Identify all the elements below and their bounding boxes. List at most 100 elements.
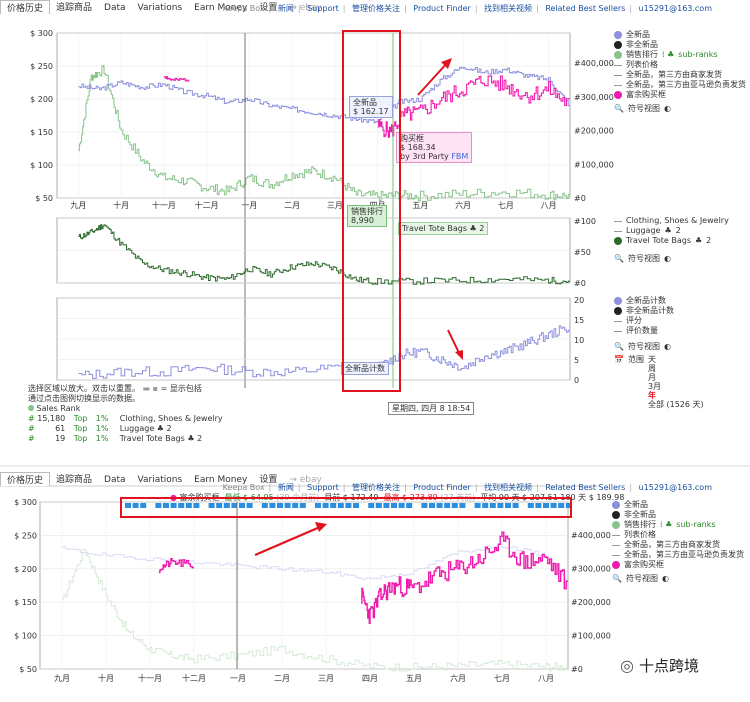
tab-variations[interactable]: Variations	[137, 3, 183, 13]
second-buybox-line	[361, 531, 568, 624]
second-chart-y-tick-label: $ 150	[14, 598, 37, 607]
link-videos[interactable]: 找到相关视频	[484, 4, 533, 13]
availability-mark	[132, 503, 139, 508]
legend-used[interactable]: 非全新品	[614, 40, 746, 50]
legend-rating[interactable]: 评分	[614, 316, 704, 326]
legend-luggage[interactable]: Luggage ♣ 2	[614, 226, 729, 236]
link-product-finder[interactable]: Product Finder	[413, 4, 471, 13]
link-keepa-box-2[interactable]: Keepa Box	[222, 483, 265, 492]
range-day[interactable]: 天	[647, 355, 656, 364]
legend2-list-price[interactable]: 列表价格	[612, 530, 744, 540]
range-all[interactable]: 全部 (1526 天)	[647, 400, 704, 409]
top-chart-x-tick-label: 一月	[241, 201, 257, 210]
link-news-2[interactable]: 新闻	[277, 483, 294, 492]
ebay-link[interactable]: → ebay	[289, 3, 322, 13]
availability-mark	[421, 503, 428, 508]
legend2-buybox[interactable]: 富余购买框	[612, 560, 744, 570]
top-chart-x-tick-label: 六月	[455, 200, 471, 210]
tooltip-buybox: 购买框 $ 168.34 by 3rd Party FBM	[396, 132, 473, 163]
top-chart-x-tick-label: 二月	[284, 201, 300, 210]
user-email-2[interactable]: u15291@163.com	[638, 483, 712, 492]
user-email[interactable]: u15291@163.com	[638, 4, 712, 13]
legend-new-count[interactable]: 全新品计数	[614, 296, 704, 306]
legend-fba[interactable]: 全新品，第三方由亚马逊负责发货	[614, 80, 746, 90]
symbol-view-toggle-3[interactable]: 🔍 符号视图 ◐	[614, 342, 671, 351]
range-week[interactable]: 周	[647, 364, 656, 373]
tab-price-history[interactable]: 价格历史	[0, 0, 51, 14]
legend-buybox[interactable]: 富余购买框	[614, 90, 746, 100]
tab-data[interactable]: Data	[104, 3, 126, 13]
legend-fbm[interactable]: 全新品，第三方由商家发货	[614, 70, 746, 80]
top-chart-y-tick-label: $ 150	[30, 128, 53, 137]
availability-mark	[474, 503, 481, 508]
legend2-fba[interactable]: 全新品，第三方由亚马逊负责发货	[612, 550, 744, 560]
watermark: ◎ 十点跨境	[620, 656, 699, 675]
tab-data-2[interactable]: Data	[104, 475, 126, 485]
link-keepa-box[interactable]: Keepa Box	[222, 4, 265, 13]
availability-mark	[125, 503, 131, 508]
second-chart-x-tick-label: 六月	[450, 673, 466, 683]
availability-mark	[231, 503, 238, 508]
top-chart-y-tick-label: $ 100	[30, 161, 53, 170]
symbol-view-toggle[interactable]: 🔍 符号视图 ◐	[614, 104, 671, 113]
link-videos-2[interactable]: 找到相关视频	[484, 483, 533, 492]
legend-sales-rank[interactable]: 销售排行 ⁞ ♣ sub-ranks	[614, 50, 746, 60]
tab-variations-2[interactable]: Variations	[137, 475, 183, 485]
legend-new[interactable]: 全新品	[614, 30, 746, 40]
legend2-fbm[interactable]: 全新品，第三方由商家发货	[612, 540, 744, 550]
symbol-view-toggle-2[interactable]: 🔍 符号视图 ◐	[614, 254, 671, 263]
tab-bar: 价格历史 追踪商品 Data Variations Earn Money 设置 …	[0, 0, 328, 14]
ebay-link-2[interactable]: → ebay	[289, 475, 322, 485]
legend-list-price[interactable]: 列表价格	[614, 60, 746, 70]
availability-mark	[170, 503, 177, 508]
second-chart-x-tick-label: 八月	[538, 674, 554, 683]
tooltip-sales-rank: 销售排行 8,990	[347, 205, 387, 227]
availability-mark	[299, 503, 306, 508]
link-manage[interactable]: 管理价格关注	[352, 4, 401, 13]
low-chart-legend: 全新品计数 非全新品计数 评分 评价数量 🔍 符号视图 ◐ 📅 范围 天 周 月 …	[614, 296, 704, 409]
link-manage-2[interactable]: 管理价格关注	[352, 483, 401, 492]
availability-mark	[322, 503, 329, 508]
tab-tracking-2[interactable]: 追踪商品	[56, 475, 93, 485]
legend2-sales-rank[interactable]: 销售排行 ⁞ ♣ sub-ranks	[612, 520, 744, 530]
range-3month[interactable]: 3月	[647, 382, 662, 391]
tab-settings-2[interactable]: 设置	[259, 475, 278, 485]
range-year[interactable]: 年	[647, 391, 656, 400]
link-support[interactable]: Support	[307, 4, 339, 13]
availability-mark	[193, 503, 200, 508]
red-arrow-3-head	[315, 522, 327, 532]
top-chart-y-tick-label: $ 300	[30, 29, 53, 38]
new-price-line	[78, 66, 570, 124]
legend-used-count[interactable]: 非全新品计数	[614, 306, 704, 316]
link-best-sellers-2[interactable]: Related Best Sellers	[545, 483, 626, 492]
tab-earn-money[interactable]: Earn Money	[194, 3, 248, 13]
second-chart-y2-tick-label: #0	[571, 665, 583, 674]
legend2-new[interactable]: 全新品	[612, 500, 744, 510]
link-news[interactable]: 新闻	[277, 4, 294, 13]
tab-tracking[interactable]: 追踪商品	[56, 3, 93, 13]
availability-mark	[489, 503, 496, 508]
link-product-finder-2[interactable]: Product Finder	[413, 483, 471, 492]
symbol-view-toggle-4[interactable]: 🔍 符号视图 ◐	[612, 574, 669, 583]
legend2-used[interactable]: 非全新品	[612, 510, 744, 520]
availability-mark	[444, 503, 451, 508]
availability-mark	[497, 503, 504, 508]
range-month[interactable]: 月	[647, 373, 656, 382]
availability-mark	[398, 503, 405, 508]
link-best-sellers[interactable]: Related Best Sellers	[545, 4, 626, 13]
tab-earn-money-2[interactable]: Earn Money	[194, 475, 248, 485]
top-chart-y2-tick-label: #200,000	[574, 127, 614, 136]
wechat-icon: ◎	[620, 656, 634, 675]
availability-mark	[391, 503, 397, 508]
legend-review-count[interactable]: 评价数量	[614, 326, 704, 336]
tab-price-history-2[interactable]: 价格历史	[0, 472, 51, 486]
legend-clothing[interactable]: Clothing, Shoes & Jewelry	[614, 216, 729, 226]
low-chart-y2-tick-label: 20	[574, 296, 584, 305]
second-chart-x-tick-label: 三月	[318, 674, 334, 683]
range-selector: 📅 范围 天 周 月 3月 年 全部 (1526 天)	[614, 355, 704, 409]
legend-travel-tote[interactable]: Travel Tote Bags ♣ 2	[614, 236, 729, 246]
calendar-icon: 📅	[614, 355, 624, 364]
link-support-2[interactable]: Support	[307, 483, 339, 492]
tab-settings[interactable]: 设置	[259, 3, 278, 13]
